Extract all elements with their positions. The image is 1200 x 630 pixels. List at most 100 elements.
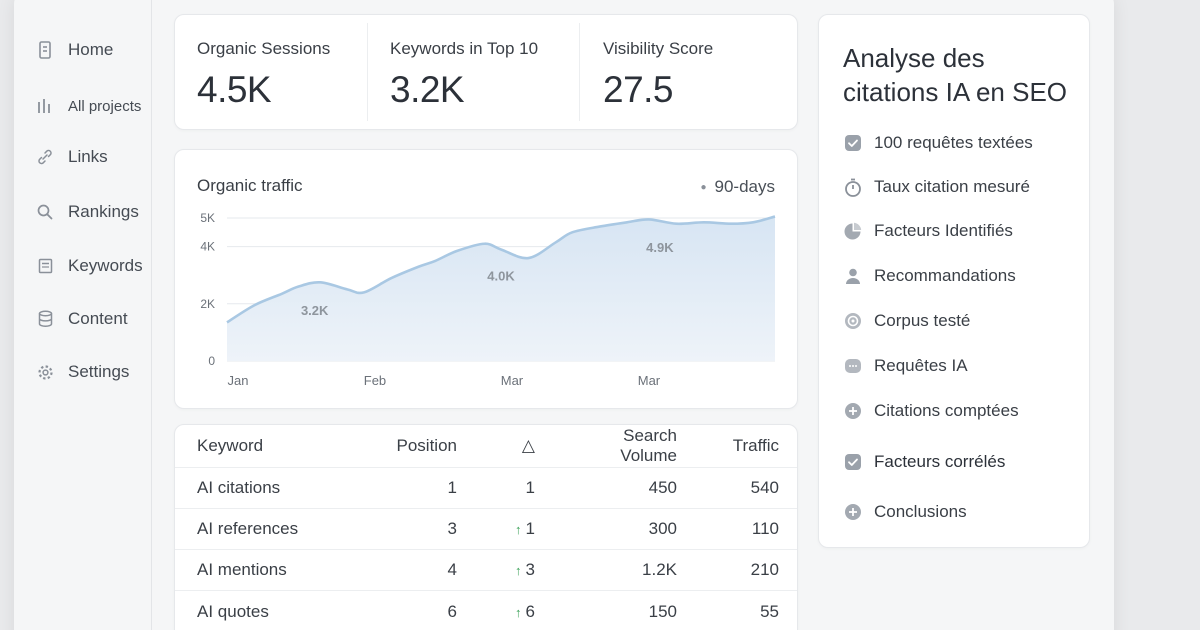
cell-delta: ↑ 3 [475,549,545,591]
arrow-up-icon: ↑ [515,604,522,620]
panel-item-label: Recommandations [874,266,1016,285]
panel-item-label: Requêtes IA [874,356,968,375]
citations-analysis-panel: Analyse des citations IA en SEO 100 requ… [818,14,1090,548]
y-tick-label: 2K [200,297,215,311]
cell-position: 3 [345,507,475,550]
y-tick-label: 5K [200,211,215,225]
stat-organic-sessions: Organic Sessions 4.5K [175,15,367,129]
cell-keyword: AI citations [175,466,345,509]
stat-value: 27.5 [603,69,674,110]
check-icon [843,453,862,472]
panel-list-item: Facteurs corrélés [843,452,1005,472]
delta-value: 3 [525,560,535,580]
series-area [227,216,775,361]
column-header-keyword[interactable]: Keyword [197,435,264,455]
panel-item-label: Facteurs Identifiés [874,221,1013,240]
column-header-position[interactable]: Position [396,435,457,455]
stat-label: Keywords in Top 10 [390,39,539,58]
search-icon [36,203,54,221]
cell-position: 1 [345,466,475,509]
calendar-dot-icon: ● [700,181,707,193]
sidebar-item-label: Settings [68,362,130,381]
sidebar-item-rankings[interactable]: Rankings [36,199,139,225]
keywords-table-card: Keyword Position △ Search Volume Traffic… [174,424,798,630]
delta-value: 1 [525,518,535,538]
column-header-traffic[interactable]: Traffic [732,435,779,455]
cell-delta: ↑ 6 [475,590,545,630]
panel-item-label: 100 requêtes textées [874,133,1033,152]
sidebar-item-label: Keywords [68,256,143,275]
stats-card: Organic Sessions 4.5K Keywords in Top 10… [174,14,798,130]
user-icon [843,267,862,286]
panel-list-item: Corpus testé [843,311,970,331]
cell-keyword: AI references [175,507,345,550]
stat-visibility-score: Visibility Score 27.5 [581,15,797,129]
sidebar-item-content[interactable]: Content [36,306,128,332]
gear-icon [36,363,54,381]
table-header-row: Keyword Position △ Search Volume Traffic [175,425,797,467]
panel-item-label: Facteurs corrélés [874,452,1006,471]
document-icon [36,257,54,275]
sidebar: Home All projects Links Rankings Keyword… [14,0,152,630]
x-tick-label: Jan [227,373,248,388]
stat-label: Visibility Score [603,39,714,58]
stat-value: 3.2K [390,69,465,110]
check-icon [843,134,862,153]
plus-icon [843,503,862,522]
delta-value: 1 [525,477,535,497]
target-icon [843,312,862,331]
sidebar-item-label: Content [68,309,128,328]
range-selector[interactable]: ● 90-days [700,177,775,197]
cell-search-volume: 450 [545,466,695,509]
pie-chart-icon [843,222,862,241]
cell-keyword: AI quotes [175,590,345,630]
sidebar-item-label: Links [68,147,108,166]
divider [367,23,368,121]
stat-value: 4.5K [197,69,272,110]
y-tick-label: 4K [200,240,215,254]
sidebar-item-links[interactable]: Links [36,144,108,170]
panel-list-item: Facteurs Identifiés [843,221,1013,241]
data-label: 4.9K [646,240,674,255]
sidebar-item-all-projects[interactable]: All projects [36,93,141,119]
table-row[interactable]: AI mentions 4 ↑ 3 1.2K 210 [175,549,797,591]
cell-traffic: 110 [695,507,797,550]
panel-list-item: Citations comptées [843,401,1019,421]
cell-delta: ↑ 1 [475,507,545,550]
cell-traffic: 210 [695,549,797,591]
table-row[interactable]: AI quotes 6 ↑ 6 150 55 [175,590,797,630]
home-icon [36,41,54,59]
panel-list-item: Conclusions [843,502,967,522]
table-row[interactable]: AI citations 1 1 450 540 [175,466,797,509]
cell-position: 4 [345,549,475,591]
delta-value: 6 [525,601,535,621]
cell-position: 6 [345,590,475,630]
sidebar-item-settings[interactable]: Settings [36,359,129,385]
sidebar-item-label: All projects [68,97,142,115]
table-row[interactable]: AI references 3 ↑ 1 300 110 [175,507,797,550]
column-header-delta[interactable]: △ [521,435,535,455]
range-label: 90-days [714,177,775,196]
stopwatch-icon [843,178,862,197]
column-header-search-volume[interactable]: Search Volume [620,425,677,465]
keywords-table: Keyword Position △ Search Volume Traffic… [175,425,797,630]
link-icon [36,148,54,166]
cell-search-volume: 1.2K [545,549,695,591]
cell-keyword: AI mentions [175,549,345,591]
organic-traffic-card: Organic traffic ● 90-days 0 2K 4K 5K 3.2K 4.0… [174,149,798,409]
panel-item-label: Citations comptées [874,401,1019,420]
sidebar-item-home[interactable]: Home [36,37,113,63]
panel-item-label: Taux citation mesuré [874,177,1030,196]
bar-chart-icon [36,97,54,115]
panel-list-item: Recommandations [843,266,1016,286]
sidebar-item-keywords[interactable]: Keywords [36,253,143,279]
cell-traffic: 540 [695,466,797,509]
arrow-up-icon: ↑ [515,563,522,579]
stat-keywords-top-10: Keywords in Top 10 3.2K [368,15,580,129]
sidebar-item-label: Home [68,40,114,59]
panel-item-label: Corpus testé [874,311,971,330]
panel-list-item: 100 requêtes textées [843,133,1033,153]
data-label: 4.0K [487,269,515,284]
cell-search-volume: 300 [545,507,695,550]
x-tick-label: Mar [501,373,524,388]
